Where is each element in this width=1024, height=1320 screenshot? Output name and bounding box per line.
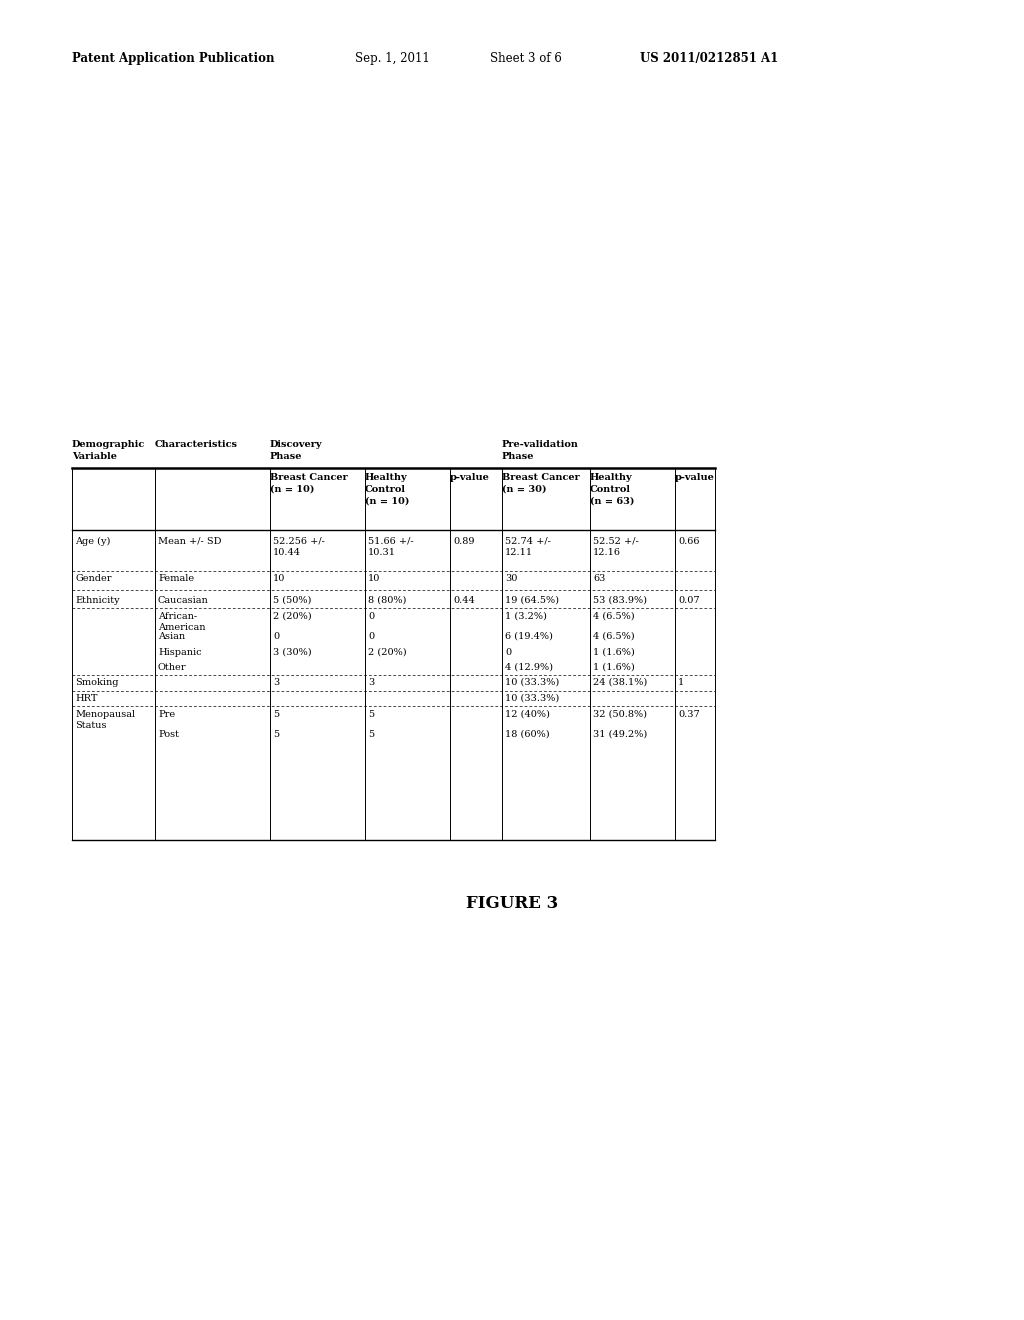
- Text: Characteristics: Characteristics: [155, 440, 238, 449]
- Text: 2 (20%): 2 (20%): [368, 648, 407, 657]
- Text: 3 (30%): 3 (30%): [273, 648, 311, 657]
- Text: 10 (33.3%): 10 (33.3%): [505, 694, 559, 704]
- Text: 0: 0: [273, 632, 280, 642]
- Text: Pre: Pre: [158, 710, 175, 719]
- Text: 1 (1.6%): 1 (1.6%): [593, 648, 635, 657]
- Text: Sheet 3 of 6: Sheet 3 of 6: [490, 51, 562, 65]
- Text: Healthy
Control
(n = 10): Healthy Control (n = 10): [365, 473, 410, 506]
- Text: 0.07: 0.07: [678, 597, 699, 605]
- Text: 1 (1.6%): 1 (1.6%): [593, 663, 635, 672]
- Text: 8 (80%): 8 (80%): [368, 597, 407, 605]
- Text: FIGURE 3: FIGURE 3: [466, 895, 558, 912]
- Text: 5: 5: [368, 730, 374, 739]
- Text: 5: 5: [273, 710, 280, 719]
- Text: Female: Female: [158, 574, 195, 583]
- Text: 2 (20%): 2 (20%): [273, 612, 311, 620]
- Text: 4 (6.5%): 4 (6.5%): [593, 632, 635, 642]
- Text: 52.256 +/-
10.44: 52.256 +/- 10.44: [273, 537, 325, 557]
- Text: US 2011/0212851 A1: US 2011/0212851 A1: [640, 51, 778, 65]
- Text: 30: 30: [505, 574, 517, 583]
- Text: Pre-validation
Phase: Pre-validation Phase: [502, 440, 579, 461]
- Text: 51.66 +/-
10.31: 51.66 +/- 10.31: [368, 537, 414, 557]
- Text: 1: 1: [678, 678, 684, 686]
- Text: Breast Cancer
(n = 30): Breast Cancer (n = 30): [502, 473, 580, 494]
- Text: Age (y): Age (y): [75, 537, 111, 546]
- Text: 10: 10: [273, 574, 286, 583]
- Text: Gender: Gender: [75, 574, 112, 583]
- Text: Other: Other: [158, 663, 186, 672]
- Text: 3: 3: [273, 678, 280, 686]
- Text: Caucasian: Caucasian: [158, 597, 209, 605]
- Text: 5: 5: [273, 730, 280, 739]
- Text: 5: 5: [368, 710, 374, 719]
- Text: Demographic
Variable: Demographic Variable: [72, 440, 145, 461]
- Text: Smoking: Smoking: [75, 678, 119, 686]
- Text: Healthy
Control
(n = 63): Healthy Control (n = 63): [590, 473, 635, 506]
- Text: 0: 0: [368, 612, 374, 620]
- Text: Sep. 1, 2011: Sep. 1, 2011: [355, 51, 430, 65]
- Text: 31 (49.2%): 31 (49.2%): [593, 730, 647, 739]
- Text: 4 (12.9%): 4 (12.9%): [505, 663, 553, 672]
- Text: Mean +/- SD: Mean +/- SD: [158, 537, 221, 546]
- Text: African-
American: African- American: [158, 612, 206, 632]
- Text: Patent Application Publication: Patent Application Publication: [72, 51, 274, 65]
- Text: 0.89: 0.89: [453, 537, 474, 546]
- Text: Breast Cancer
(n = 10): Breast Cancer (n = 10): [270, 473, 348, 494]
- Text: Post: Post: [158, 730, 179, 739]
- Text: 53 (83.9%): 53 (83.9%): [593, 597, 647, 605]
- Text: 0: 0: [368, 632, 374, 642]
- Text: p-value: p-value: [450, 473, 489, 482]
- Text: 52.52 +/-
12.16: 52.52 +/- 12.16: [593, 537, 639, 557]
- Text: p-value: p-value: [675, 473, 715, 482]
- Text: Hispanic: Hispanic: [158, 648, 202, 657]
- Text: 4 (6.5%): 4 (6.5%): [593, 612, 635, 620]
- Text: 0: 0: [505, 648, 511, 657]
- Text: Menopausal
Status: Menopausal Status: [75, 710, 135, 730]
- Text: 24 (38.1%): 24 (38.1%): [593, 678, 647, 686]
- Text: 12 (40%): 12 (40%): [505, 710, 550, 719]
- Text: HRT: HRT: [75, 694, 97, 704]
- Text: 32 (50.8%): 32 (50.8%): [593, 710, 647, 719]
- Text: 3: 3: [368, 678, 374, 686]
- Text: 10 (33.3%): 10 (33.3%): [505, 678, 559, 686]
- Text: Asian: Asian: [158, 632, 185, 642]
- Text: 52.74 +/-
12.11: 52.74 +/- 12.11: [505, 537, 551, 557]
- Text: 0.37: 0.37: [678, 710, 699, 719]
- Text: 18 (60%): 18 (60%): [505, 730, 550, 739]
- Text: 1 (3.2%): 1 (3.2%): [505, 612, 547, 620]
- Text: 10: 10: [368, 574, 380, 583]
- Text: 6 (19.4%): 6 (19.4%): [505, 632, 553, 642]
- Text: 19 (64.5%): 19 (64.5%): [505, 597, 559, 605]
- Text: 5 (50%): 5 (50%): [273, 597, 311, 605]
- Text: 0.44: 0.44: [453, 597, 475, 605]
- Text: 0.66: 0.66: [678, 537, 699, 546]
- Text: 63: 63: [593, 574, 605, 583]
- Text: Discovery
Phase: Discovery Phase: [270, 440, 323, 461]
- Text: Ethnicity: Ethnicity: [75, 597, 120, 605]
